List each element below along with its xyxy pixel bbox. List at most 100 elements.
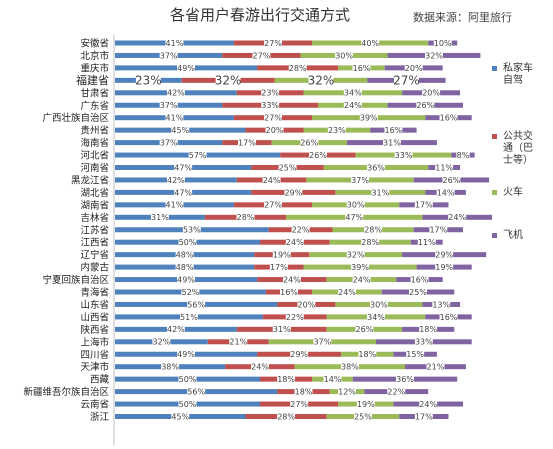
data-label-bg bbox=[327, 125, 346, 135]
data-label: 49% bbox=[177, 64, 195, 73]
data-label-bg bbox=[215, 72, 241, 88]
data-label-bg bbox=[282, 274, 301, 285]
data-label: 21% bbox=[427, 363, 445, 372]
data-label: 32% bbox=[425, 51, 443, 60]
data-label: 16% bbox=[440, 114, 458, 123]
data-label: 39% bbox=[351, 263, 369, 272]
data-label: 41% bbox=[166, 39, 184, 48]
data-label-bg bbox=[442, 174, 461, 185]
data-label: 18% bbox=[277, 375, 295, 384]
data-label: 47% bbox=[174, 188, 192, 197]
data-label-bg bbox=[188, 150, 207, 160]
data-label: 37% bbox=[351, 176, 369, 185]
category-label: 辽宁省 bbox=[80, 249, 109, 261]
data-label: 27% bbox=[393, 74, 420, 88]
data-label-bg bbox=[387, 386, 406, 397]
data-label-bg bbox=[262, 174, 281, 185]
data-label-bg bbox=[150, 212, 169, 222]
data-label: 24% bbox=[448, 213, 466, 222]
category-label: 广东省 bbox=[80, 100, 109, 112]
data-label: 11% bbox=[418, 238, 436, 247]
data-label-bg bbox=[435, 162, 454, 173]
category-label: 上海市 bbox=[80, 336, 109, 348]
data-label-bg bbox=[251, 361, 269, 372]
data-label: 51% bbox=[180, 313, 198, 322]
legend-swatch bbox=[492, 134, 497, 139]
data-label-bg bbox=[261, 87, 280, 98]
data-label: 56% bbox=[187, 387, 205, 396]
data-label-bg bbox=[159, 137, 178, 148]
legend-swatch bbox=[492, 66, 497, 71]
data-label: 48% bbox=[176, 251, 194, 260]
data-label-bg bbox=[371, 187, 390, 198]
data-label-bg bbox=[361, 237, 380, 247]
data-label-bg bbox=[159, 50, 178, 61]
data-label: 57% bbox=[189, 151, 207, 160]
data-label-bg bbox=[264, 38, 283, 48]
category-label: 山东省 bbox=[80, 299, 109, 311]
data-label-bg bbox=[177, 62, 196, 73]
category-label: 河北省 bbox=[80, 150, 109, 162]
data-label-bg bbox=[439, 311, 458, 322]
data-label-bg bbox=[340, 361, 359, 372]
data-label: 25% bbox=[354, 412, 372, 421]
data-label: 25% bbox=[279, 163, 297, 172]
data-label-bg bbox=[261, 100, 280, 110]
data-label-bg bbox=[288, 62, 307, 73]
data-label-bg bbox=[178, 399, 197, 409]
data-label: 45% bbox=[171, 412, 189, 421]
data-label-bg bbox=[414, 336, 433, 347]
data-label-bg bbox=[152, 336, 171, 347]
data-label: 34% bbox=[367, 313, 385, 322]
data-label: 47% bbox=[345, 213, 363, 222]
data-label: 31% bbox=[273, 325, 291, 334]
data-label-bg bbox=[394, 150, 413, 160]
data-label: 29% bbox=[284, 188, 302, 197]
data-label-bg bbox=[264, 199, 283, 210]
data-label-bg bbox=[414, 411, 433, 422]
data-label: 27% bbox=[264, 201, 282, 210]
data-label-bg bbox=[269, 262, 288, 272]
data-label: 21% bbox=[229, 338, 247, 347]
data-label-bg bbox=[294, 386, 313, 397]
data-label-bg bbox=[171, 411, 190, 422]
data-label-bg bbox=[177, 274, 196, 285]
category-label: 西藏 bbox=[90, 374, 110, 386]
data-label: 28% bbox=[277, 412, 295, 421]
data-label-bg bbox=[429, 224, 448, 235]
category-label: 江西省 bbox=[80, 237, 109, 249]
data-label: 37% bbox=[160, 51, 178, 60]
data-label: 40% bbox=[361, 39, 379, 48]
data-label-bg bbox=[338, 287, 356, 297]
category-label: 浙江 bbox=[90, 411, 110, 423]
data-label: 45% bbox=[171, 126, 189, 135]
data-label: 29% bbox=[435, 251, 453, 260]
data-label-bg bbox=[166, 324, 185, 334]
category-label: 甘肃省 bbox=[80, 87, 109, 99]
data-label-bg bbox=[291, 224, 310, 235]
data-label-bg bbox=[166, 87, 185, 98]
data-label-bg bbox=[409, 287, 428, 297]
data-label: 33% bbox=[261, 101, 279, 110]
data-label: 31% bbox=[371, 188, 389, 197]
data-label-bg bbox=[435, 249, 454, 260]
data-label: 17% bbox=[415, 201, 433, 210]
data-label: 13% bbox=[432, 300, 450, 309]
chart-title: 各省用户春游出行交通方式 bbox=[170, 6, 351, 24]
data-label: 28% bbox=[361, 238, 379, 247]
data-label: 32% bbox=[215, 74, 242, 88]
data-label: 26% bbox=[309, 151, 327, 160]
data-label: 42% bbox=[167, 89, 185, 98]
data-label-bg bbox=[353, 411, 372, 422]
data-label: 24% bbox=[283, 275, 301, 284]
category-label: 广西壮族自治区 bbox=[42, 112, 109, 124]
data-label: 14% bbox=[324, 375, 342, 384]
data-label-bg bbox=[355, 324, 374, 334]
category-label: 海南省 bbox=[80, 137, 109, 149]
data-label: 24% bbox=[251, 363, 269, 372]
data-label: 15% bbox=[406, 350, 424, 359]
data-label: 27% bbox=[290, 400, 308, 409]
data-label: 17% bbox=[429, 226, 447, 235]
data-label-bg bbox=[264, 112, 283, 123]
